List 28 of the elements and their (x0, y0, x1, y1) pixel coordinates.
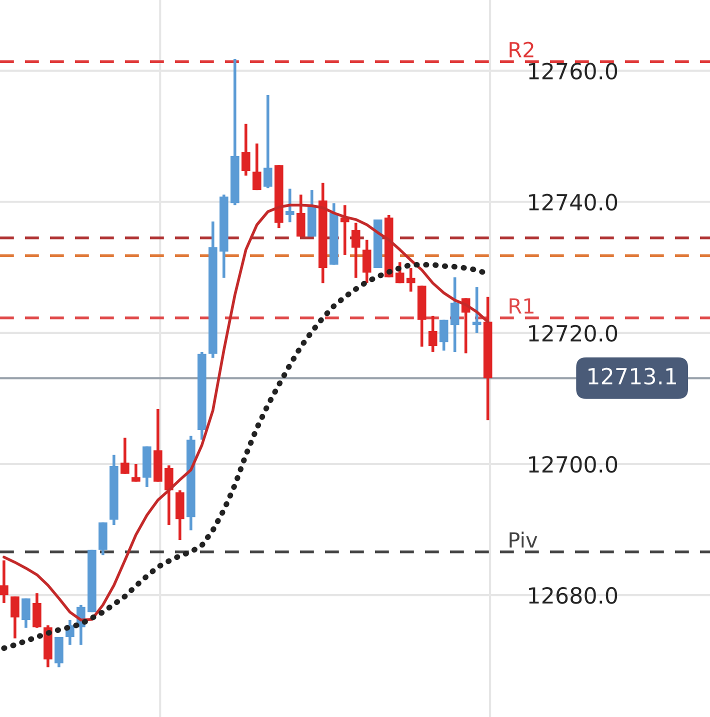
candlestick (252, 142, 262, 192)
candlestick (120, 436, 130, 476)
candlestick (264, 94, 272, 190)
y-tick-label: 12700.0 (529, 456, 618, 473)
ref-line-label: R1 (510, 298, 534, 314)
candlestick (428, 314, 438, 354)
candlestick (296, 193, 306, 238)
candlestick (132, 462, 140, 484)
y-tick-label: 12720.0 (529, 324, 618, 342)
ref-line-label: Piv (510, 532, 538, 548)
candlestick (164, 464, 174, 526)
y-tick-label: 12680.0 (529, 587, 618, 604)
candlestick (10, 595, 20, 640)
candlestick (395, 260, 404, 285)
candlestick (406, 266, 416, 294)
candlestick (242, 122, 250, 178)
candlestick (285, 187, 294, 224)
y-tick-label: 12740.0 (529, 194, 618, 211)
candlestick (351, 221, 360, 280)
candlestick (472, 286, 482, 334)
ref-line-label: 12713.1 (588, 368, 676, 385)
candlestick (0, 558, 8, 604)
candlestick (439, 318, 448, 352)
candlestick (450, 276, 460, 354)
candlestick (22, 596, 30, 630)
y-tick-label: 12760.0 (529, 62, 618, 80)
candlestick (362, 238, 372, 285)
ref-line-label: R2 (510, 42, 534, 58)
